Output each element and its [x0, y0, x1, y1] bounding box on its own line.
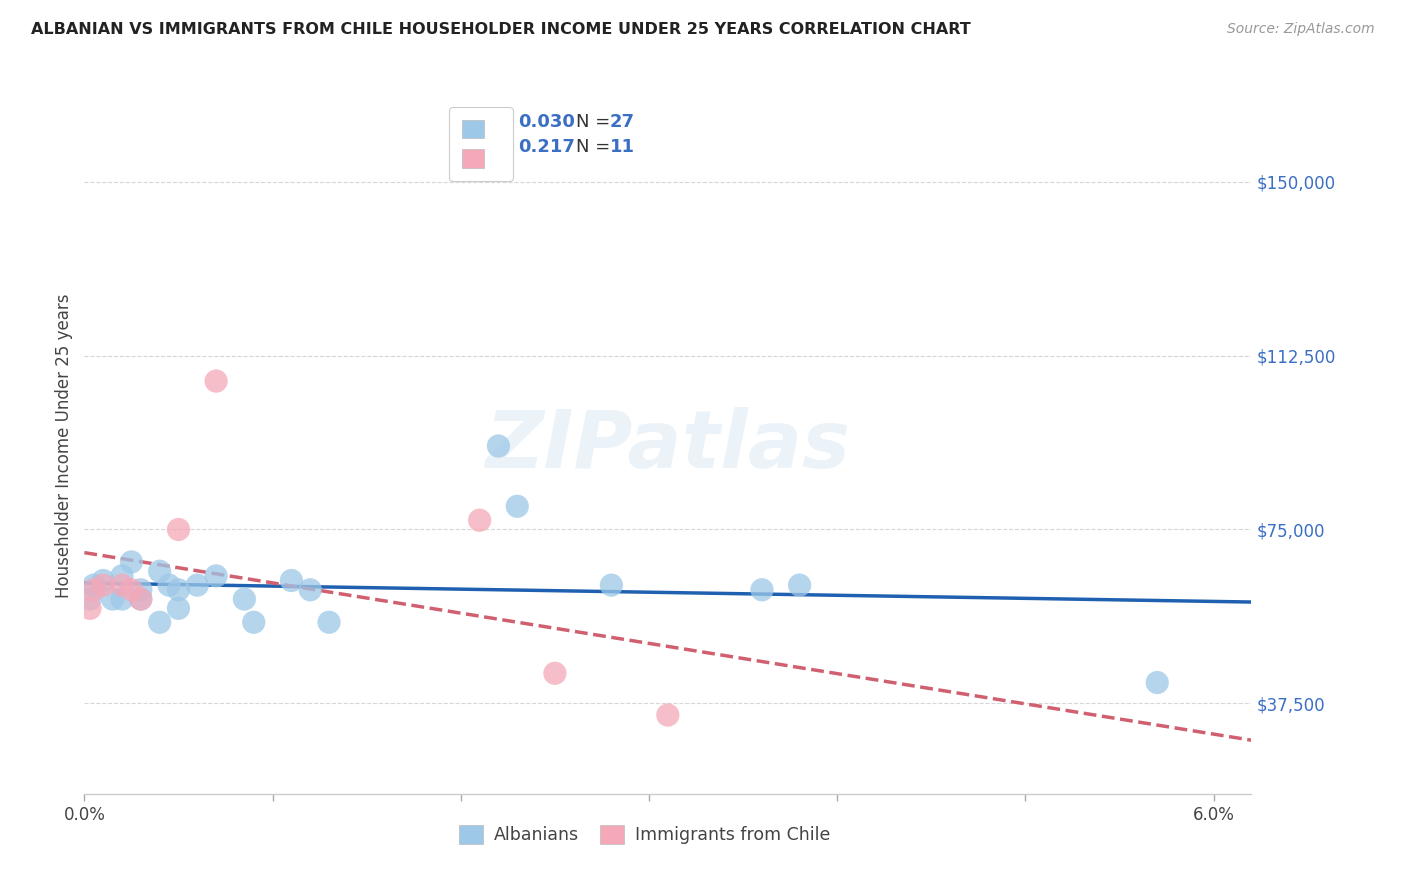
Point — [111, 578, 134, 592]
Point — [79, 592, 101, 607]
Point — [167, 523, 190, 537]
Text: ALBANIAN VS IMMIGRANTS FROM CHILE HOUSEHOLDER INCOME UNDER 25 YEARS CORRELATION : ALBANIAN VS IMMIGRANTS FROM CHILE HOUSEH… — [31, 22, 970, 37]
Point — [167, 582, 190, 597]
Point — [129, 582, 152, 597]
Text: 0.217: 0.217 — [519, 138, 575, 156]
Point — [468, 513, 491, 527]
Point — [83, 578, 105, 592]
Point — [186, 578, 208, 592]
Point — [157, 578, 180, 592]
Text: R =: R = — [479, 113, 517, 131]
Text: 0.030: 0.030 — [519, 113, 575, 131]
Point — [233, 592, 256, 607]
Text: N =: N = — [575, 138, 616, 156]
Point — [149, 615, 172, 630]
Point — [205, 569, 228, 583]
Point — [129, 592, 152, 607]
Point — [91, 574, 114, 588]
Point — [91, 578, 114, 592]
Point — [149, 564, 172, 578]
Point — [129, 592, 152, 607]
Text: 11: 11 — [610, 138, 634, 156]
Point — [789, 578, 811, 592]
Point — [120, 582, 142, 597]
Point — [83, 582, 105, 597]
Legend: Albanians, Immigrants from Chile: Albanians, Immigrants from Chile — [453, 818, 837, 851]
Point — [544, 666, 567, 681]
Point — [111, 592, 134, 607]
Point — [600, 578, 623, 592]
Point — [111, 569, 134, 583]
Point — [318, 615, 340, 630]
Point — [299, 582, 322, 597]
Text: ZIPatlas: ZIPatlas — [485, 407, 851, 485]
Point — [1146, 675, 1168, 690]
Point — [506, 500, 529, 514]
Point — [205, 374, 228, 388]
Text: Source: ZipAtlas.com: Source: ZipAtlas.com — [1227, 22, 1375, 37]
Point — [167, 601, 190, 615]
Point — [79, 601, 101, 615]
Point — [657, 708, 679, 723]
Text: N =: N = — [575, 113, 616, 131]
Point — [101, 592, 124, 607]
Point — [280, 574, 302, 588]
Point — [751, 582, 773, 597]
Point — [120, 555, 142, 569]
Text: R =: R = — [479, 138, 517, 156]
Y-axis label: Householder Income Under 25 years: Householder Income Under 25 years — [55, 293, 73, 599]
Point — [242, 615, 264, 630]
Text: 27: 27 — [610, 113, 634, 131]
Point — [488, 439, 510, 453]
